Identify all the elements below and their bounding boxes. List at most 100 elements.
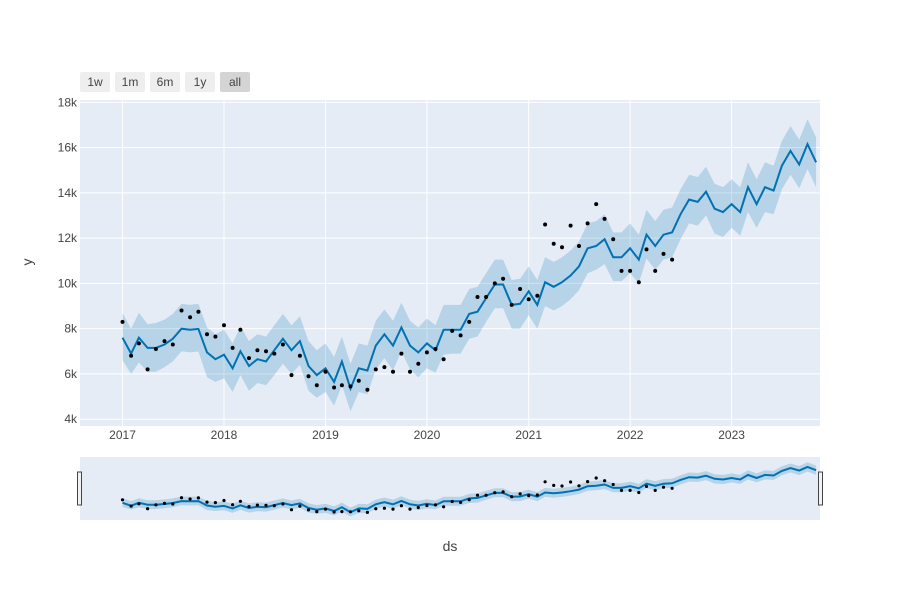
range-button-bg [220, 72, 250, 92]
actual-point [205, 332, 209, 337]
range-slider-point [501, 490, 505, 494]
range-slider-band [122, 462, 817, 517]
actual-point [129, 353, 134, 358]
range-slider-point [560, 484, 564, 488]
range-slider-handle-left[interactable] [77, 471, 82, 506]
range-slider-point [628, 488, 632, 492]
range-slider-point [653, 488, 657, 492]
range-button-6m[interactable]: 6m [150, 72, 180, 92]
range-slider-point [255, 503, 259, 507]
actual-point [585, 221, 590, 226]
y-tick-label: 4k [64, 412, 78, 426]
actual-point [594, 202, 599, 207]
actual-point [416, 361, 421, 366]
actual-point [602, 216, 607, 221]
range-slider-point [188, 497, 192, 501]
range-slider-point [670, 486, 674, 490]
range-button-bg [115, 72, 145, 92]
range-slider-point [552, 483, 556, 487]
range-slider-point [154, 503, 158, 507]
actual-point [162, 339, 167, 344]
actual-point [509, 302, 514, 307]
actual-point [289, 373, 294, 378]
actual-point [373, 367, 378, 372]
actual-point [339, 383, 344, 388]
actual-point [467, 319, 472, 324]
actual-point [348, 384, 353, 389]
actual-point [264, 349, 268, 354]
range-button-1y[interactable]: 1y [185, 72, 215, 92]
range-slider-point [493, 491, 497, 495]
range-slider-point [603, 479, 607, 483]
range-slider-point [120, 498, 125, 502]
actual-point [238, 327, 243, 332]
range-slider-band-area [122, 462, 817, 517]
range-button-1m[interactable]: 1m [115, 72, 145, 92]
x-tick-label: 2019 [312, 428, 339, 442]
range-slider-point [391, 507, 395, 511]
x-tick-label: 2020 [414, 428, 441, 442]
actual-point [644, 247, 649, 252]
actual-point [314, 383, 319, 388]
actual-point [433, 347, 438, 351]
x-tick-label: 2022 [617, 428, 644, 442]
range-slider-point [619, 488, 624, 492]
x-tick-label: 2018 [211, 428, 238, 442]
actual-point [518, 287, 523, 291]
range-slider-point [129, 504, 133, 508]
actual-point [280, 342, 285, 347]
range-slider-background [80, 457, 820, 520]
y-tick-label: 18k [58, 95, 78, 109]
x-tick-label: 2021 [515, 428, 542, 442]
range-slider-point [332, 510, 336, 514]
range-slider-point [382, 506, 386, 510]
actual-point [475, 295, 480, 299]
range-slider-point [611, 482, 615, 487]
range-slider-point [247, 505, 251, 509]
actual-point [365, 387, 370, 392]
main-plot[interactable] [80, 100, 820, 426]
range-slider-point [450, 499, 454, 504]
range-slider-point [231, 503, 235, 507]
range-slider-point [484, 493, 488, 497]
range-button-all[interactable]: all [220, 72, 250, 92]
actual-point [636, 280, 641, 285]
actual-point [484, 295, 489, 299]
range-slider-point [661, 485, 666, 489]
x-axis-ticks: 2017 2018 2019 2020 2021 2022 2023 [109, 428, 745, 442]
y-axis-title: y [19, 259, 35, 266]
range-slider-point [196, 496, 200, 500]
range-slider-point [433, 503, 438, 507]
range-button-bg [80, 72, 110, 92]
actual-point [408, 369, 412, 374]
range-button-bg [150, 72, 180, 92]
range-slider-point [171, 502, 175, 506]
actual-point [458, 333, 463, 338]
range-slider-point [281, 502, 285, 506]
range-slider-point [569, 480, 573, 484]
actual-point [196, 309, 201, 314]
y-tick-label: 8k [64, 322, 78, 336]
uncertainty-band [122, 119, 817, 412]
y-tick-label: 12k [58, 231, 78, 245]
actual-point [399, 351, 404, 356]
range-slider-handle-right[interactable] [818, 471, 823, 506]
actual-point [179, 308, 184, 313]
range-slider-point [467, 498, 471, 502]
range-slider-point [213, 501, 217, 505]
range-button-1w[interactable]: 1w [80, 72, 110, 92]
range-button-label: all [229, 75, 241, 89]
range-slider-point [399, 504, 403, 508]
range-slider[interactable] [77, 457, 823, 520]
range-slider-point [535, 493, 539, 497]
range-slider-point [306, 508, 311, 512]
range-slider-point [442, 505, 446, 509]
range-slider-point [577, 484, 581, 488]
range-slider-point [323, 507, 328, 511]
actual-point [543, 222, 548, 227]
actual-point [222, 323, 226, 328]
actual-point [450, 328, 455, 333]
actual-point [424, 350, 429, 355]
actual-point [272, 351, 277, 356]
plot-background [80, 100, 820, 426]
